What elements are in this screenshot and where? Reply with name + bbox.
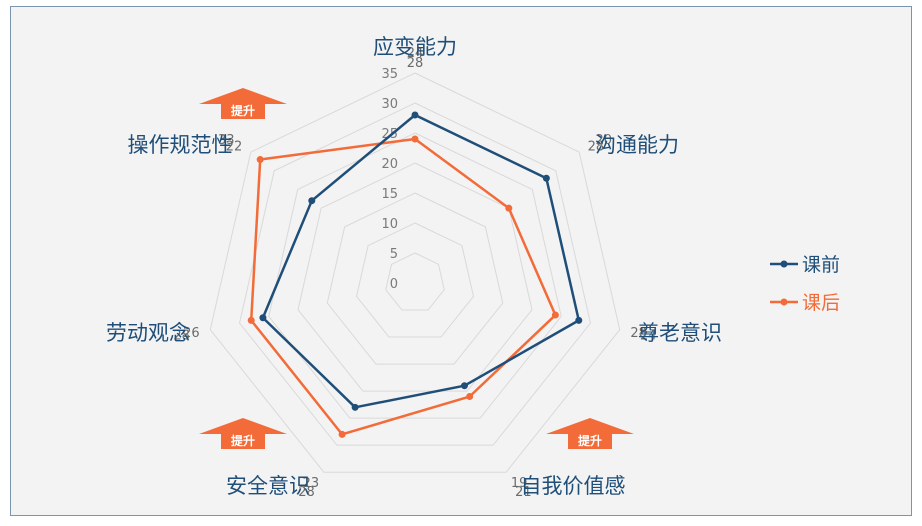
series-0-point-4 — [351, 403, 359, 411]
grid-ring-10 — [355, 222, 475, 338]
improvement-badge-label: 提升 — [231, 433, 255, 448]
legend-label-1: 课后 — [802, 292, 840, 314]
data-label-s1-6: 33 — [218, 133, 235, 148]
tick-label-0: 0 — [390, 277, 398, 292]
series-line-1 — [249, 137, 557, 436]
data-label-s1-3: 21 — [515, 485, 532, 500]
axis-label-4: 安全意识 — [226, 474, 310, 498]
series-0-point-0 — [411, 111, 419, 119]
data-label-s0-1: 28 — [588, 139, 605, 154]
data-label-s1-5: 28 — [173, 328, 190, 343]
tick-label-30: 30 — [381, 97, 398, 112]
improvement-badge-label: 提升 — [578, 433, 602, 448]
series-layer — [247, 111, 583, 438]
grid-ring-15 — [326, 192, 504, 365]
tick-label-20: 20 — [381, 157, 398, 172]
axis-label-5: 劳动观念 — [106, 321, 190, 345]
tick-label-15: 15 — [381, 187, 398, 202]
legend-marker-1 — [780, 298, 788, 306]
data-label-s1-4: 28 — [298, 485, 315, 500]
data-label-s1-1: 20 — [595, 133, 612, 148]
series-line-0 — [261, 113, 581, 409]
improvement-badge-label: 提升 — [231, 103, 255, 118]
series-1-point-4 — [338, 430, 346, 438]
legend-marker-0 — [780, 260, 788, 268]
data-label-s1-2: 24 — [640, 328, 657, 343]
axis-label-6: 操作规范性 — [128, 133, 233, 157]
grid-ring-30 — [238, 102, 592, 446]
grid-ring-5 — [385, 252, 445, 311]
improvement-arrow-icon — [546, 418, 634, 449]
axis-label-2: 尊老意识 — [638, 321, 722, 345]
series-1-point-6 — [256, 156, 264, 164]
grid-ring-25 — [268, 132, 562, 419]
data-labels: 28 28 28 19 23 26 22 24 20 24 21 28 28 33 — [173, 46, 656, 500]
series-0-point-1 — [542, 174, 550, 182]
tick-label-5: 5 — [390, 247, 398, 262]
data-label-s0-5: 26 — [183, 326, 200, 341]
axis-label-0: 应变能力 — [373, 35, 457, 59]
axis-label-1: 沟通能力 — [595, 133, 679, 157]
series-0-point-5 — [259, 314, 267, 322]
radar-grid — [209, 72, 621, 473]
data-label-s0-4: 23 — [303, 476, 320, 491]
series-1-point-0 — [411, 135, 419, 143]
axis-label-3: 自我价值感 — [521, 474, 626, 498]
tick-label-10: 10 — [381, 217, 398, 232]
data-label-s0-2: 28 — [630, 326, 647, 341]
series-0-point-3 — [460, 382, 468, 390]
data-label-s0-0: 28 — [407, 56, 424, 71]
series-0-point-6 — [308, 197, 316, 205]
series-0-point-2 — [575, 316, 583, 324]
data-label-s0-3: 19 — [511, 476, 528, 491]
series-1-point-5 — [247, 316, 255, 324]
improvement-arrow-icon — [199, 418, 287, 449]
grid-ring-20 — [297, 162, 533, 392]
improvement-arrow-icon — [199, 88, 287, 119]
data-label-s1-0: 24 — [407, 46, 424, 61]
chart-frame — [10, 6, 912, 516]
legend-label-0: 课前 — [802, 254, 840, 276]
series-1-point-2 — [551, 311, 559, 319]
tick-label-35: 35 — [381, 67, 398, 82]
series-1-point-1 — [505, 204, 513, 212]
grid-ring-35 — [209, 72, 621, 473]
data-label-s0-6: 22 — [226, 139, 243, 154]
series-1-point-3 — [466, 393, 474, 401]
